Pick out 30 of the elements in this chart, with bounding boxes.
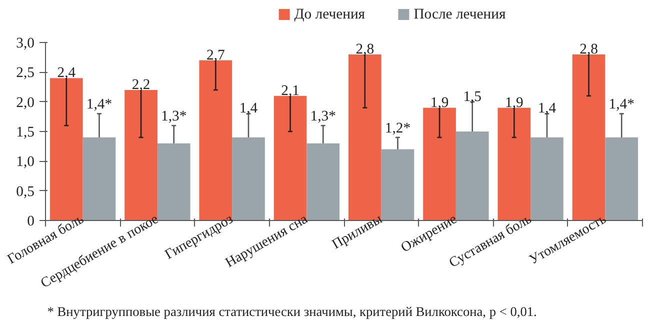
legend-label: До лечения xyxy=(294,6,366,22)
data-label: 1,4 xyxy=(538,100,557,117)
data-label: 1,4 xyxy=(239,100,258,117)
bar xyxy=(605,137,638,220)
data-label: 1,9 xyxy=(504,94,524,111)
legend-label: После лечения xyxy=(414,6,506,22)
y-tick-label: 1,0 xyxy=(16,154,35,170)
bar xyxy=(82,137,116,220)
data-label: 1,4* xyxy=(86,96,112,113)
data-label: 1,5 xyxy=(463,88,482,105)
data-label: 2,2 xyxy=(132,76,150,93)
data-label: 1,2* xyxy=(384,120,411,136)
data-label: 2,1 xyxy=(281,82,300,99)
y-tick-label: 3,0 xyxy=(16,36,35,52)
bar xyxy=(232,137,265,220)
y-tick-label: 1,5 xyxy=(16,124,35,140)
data-label: 2,8 xyxy=(356,41,374,58)
data-label: 2,8 xyxy=(580,41,598,58)
data-label: 2,4 xyxy=(57,65,76,82)
text: * Внутригрупповые различия статистически значимы, критерий Вилкоксона, p < 0,01. xyxy=(47,304,537,319)
y-tick-label: 0,5 xyxy=(16,184,35,200)
data-label: 1,9 xyxy=(430,94,449,111)
data-label: 1,3* xyxy=(161,108,187,125)
y-tick-label: 2,0 xyxy=(16,94,35,111)
data-label: 1,3* xyxy=(310,108,336,125)
data-label: 1,4* xyxy=(608,96,634,113)
y-tick-label: 2,5 xyxy=(16,65,35,82)
bar xyxy=(456,132,489,220)
y-tick-label: 0 xyxy=(27,214,34,230)
data-label: 2,7 xyxy=(206,47,225,64)
